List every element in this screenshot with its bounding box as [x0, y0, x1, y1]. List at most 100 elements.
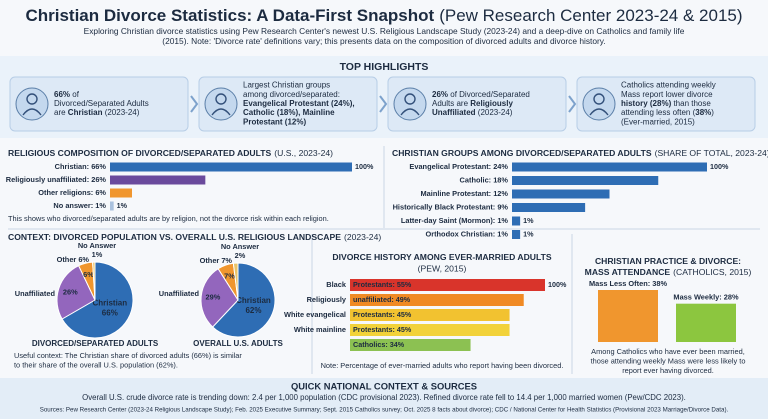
slice-value: 6%	[83, 270, 94, 279]
category-label: Black	[326, 280, 347, 289]
text-run: DIVORCE HISTORY AMONG EVER-MARRIED ADULT…	[332, 252, 551, 262]
text-run: RELIGIOUS COMPOSITION OF DIVORCED/SEPARA…	[8, 148, 272, 158]
end-label: 1%	[117, 201, 128, 210]
slice-label: Christian	[236, 296, 271, 305]
category-label: Mass Less Often: 38%	[589, 279, 667, 288]
highlight-text: among divorced/separated:	[243, 90, 340, 99]
bar	[512, 230, 521, 239]
text-run: (CATHOLICS, 2015)	[673, 267, 751, 277]
note: report ever having divorced.	[622, 366, 714, 375]
category-label: Latter-day Saint (Mormon): 1%	[401, 216, 509, 225]
pie-slice	[92, 261, 96, 301]
text-run: Other	[200, 256, 220, 265]
outer-label: Unaffiliated	[159, 289, 200, 298]
highlight-text: Protestant (12%)	[243, 118, 306, 127]
highlight-box	[9, 76, 189, 132]
category-label: Religiously	[307, 295, 347, 304]
category-label: Historically Black Protestant: 9%	[393, 202, 509, 211]
icon-glyph	[404, 93, 416, 105]
icon-glyph	[215, 93, 227, 105]
text-run: of	[70, 90, 80, 99]
text-run: 6%	[78, 255, 89, 264]
bar	[350, 294, 524, 306]
note: This shows who divorced/separated adults…	[8, 214, 329, 223]
note: Among Catholics who have ever been marri…	[591, 347, 745, 356]
outer-label: Other 6%	[57, 255, 90, 264]
note: to their share of the overall U.S. popul…	[14, 360, 178, 369]
text-run: of Divorced/Separated	[448, 90, 530, 99]
text-run: MASS ATTENDANCE	[585, 267, 671, 277]
text-run: (SHARE OF TOTAL, 2023-24)	[655, 148, 768, 158]
text-run: )	[711, 108, 714, 117]
bar	[350, 324, 510, 336]
slice-value: 62%	[245, 306, 261, 315]
bar	[512, 176, 659, 185]
footer-band	[0, 378, 768, 419]
highlight-box	[198, 76, 378, 132]
slice-value: 26%	[63, 287, 78, 296]
highlight-text: are Christian (2023-24)	[54, 108, 140, 117]
chart-title: MASS ATTENDANCE (CATHOLICS, 2015)	[585, 267, 752, 277]
bar	[350, 279, 545, 291]
text-run: (Pew Research Center 2023-24 & 2015)	[439, 6, 742, 25]
icon-glyph	[589, 108, 609, 116]
category-label: Religiously unaffiliated: 26%	[6, 175, 107, 184]
highlight-text: Unaffiliated (2023-24)	[432, 108, 513, 117]
highlight-text: history (28%) than those	[621, 99, 711, 108]
category-label: Orthodox Christian: 1%	[425, 229, 508, 238]
highlight-text: Catholic (18%), Mainline	[243, 108, 335, 117]
text-run: CHRISTIAN PRACTICE & DIVORCE:	[595, 256, 741, 266]
text-run: Adults are	[432, 99, 470, 108]
text-run: Catholics attending weekly	[621, 81, 716, 90]
outer-label: No Answer	[221, 242, 259, 251]
end-label: 100%	[355, 162, 374, 171]
text-run: Protestant (12%)	[243, 118, 306, 127]
highlight-box	[576, 76, 756, 132]
outer-label: 1%	[92, 250, 103, 259]
text-run: among divorced/separated:	[243, 90, 340, 99]
text-run: Christian	[68, 108, 103, 117]
highlight-text: Evangelical Protestant (24%),	[243, 99, 355, 108]
bar	[110, 175, 206, 185]
highlight-text: Adults are Religiously	[432, 99, 513, 108]
outer-label: Other 7%	[200, 256, 233, 265]
footer-title: QUICK NATIONAL CONTEXT & SOURCES	[291, 380, 477, 391]
slice-value: 66%	[102, 309, 118, 318]
bar	[110, 201, 114, 211]
text-run: than those	[671, 99, 711, 108]
outer-label: 2%	[235, 251, 246, 260]
chart-title: CHRISTIAN GROUPS AMONG DIVORCED/SEPARATE…	[392, 148, 768, 158]
text-run: (U.S., 2023-24)	[274, 148, 333, 158]
category-label: Mainline Protestant: 12%	[421, 189, 509, 198]
outer-label: Unaffiliated	[15, 289, 56, 298]
text-run: Catholic (18%), Mainline	[243, 108, 335, 117]
icon-glyph	[400, 108, 420, 116]
pie-slice	[232, 262, 239, 301]
bar	[676, 303, 736, 342]
note: those attending weekly Mass were less li…	[591, 356, 746, 365]
pie-caption: DIVORCED/SEPARATED ADULTS	[32, 339, 159, 348]
arrow	[568, 95, 577, 113]
chart-title: CHRISTIAN PRACTICE & DIVORCE:	[595, 256, 741, 266]
bar	[110, 162, 352, 172]
text-run: Religiously	[470, 99, 513, 108]
highlight-text: Catholics attending weekly	[621, 81, 716, 90]
highlight-text: attending less often (38%)	[621, 108, 714, 117]
bar	[512, 189, 610, 199]
value-label: Protestants: 45%	[353, 325, 412, 334]
value-label: Catholics: 34%	[353, 340, 405, 349]
bar	[350, 309, 510, 321]
slice-value: 7%	[224, 271, 235, 280]
pie-slice	[200, 268, 239, 328]
bar	[512, 203, 586, 212]
slice-value: 29%	[206, 293, 221, 302]
highlight-text: 26% of Divorced/Separated	[432, 90, 530, 99]
note: Note: Percentage of ever-married adults …	[321, 361, 564, 370]
highlight-text: 66% of	[54, 90, 80, 99]
category-label: White evangelical	[284, 310, 346, 319]
chart-title: CONTEXT: DIVORCED POPULATION VS. OVERALL…	[8, 232, 381, 242]
subtitle: Exploring Christian divorce statistics u…	[84, 26, 685, 36]
footer-sources: Sources: Pew Research Center (2023-24 Re…	[40, 407, 729, 414]
bar	[110, 188, 132, 198]
